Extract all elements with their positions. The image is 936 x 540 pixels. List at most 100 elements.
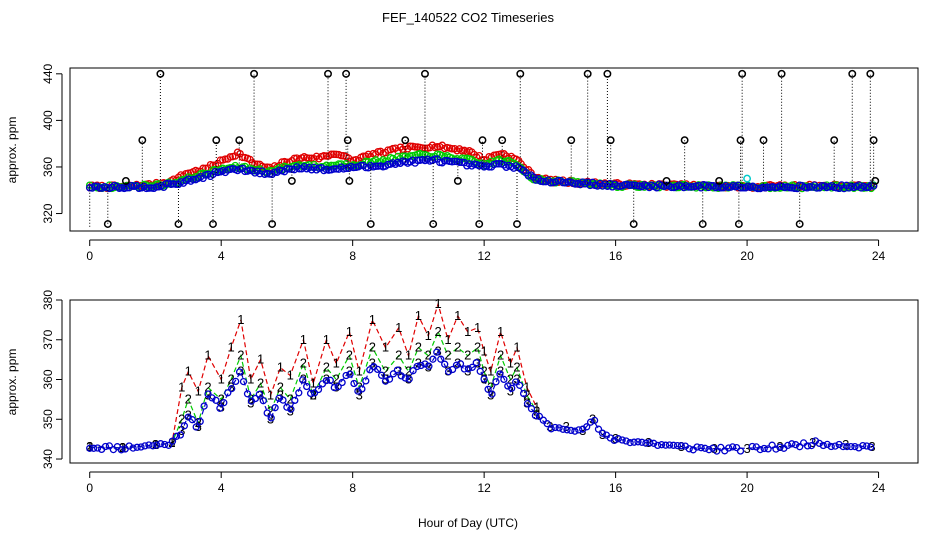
bottom-point-series-3 bbox=[149, 442, 157, 450]
bottom-marker-1: 1 bbox=[523, 380, 530, 395]
bottom-marker-2: 2 bbox=[277, 380, 284, 395]
bottom-marker-1: 1 bbox=[497, 324, 504, 339]
bottom-point-series-3 bbox=[141, 442, 149, 450]
bottom-x-tick-label: 0 bbox=[86, 481, 93, 495]
bottom-point-series-3 bbox=[291, 396, 299, 405]
bottom-point-series-3 bbox=[90, 444, 98, 452]
bottom-marker-3: 3 bbox=[185, 407, 192, 422]
top-calibration-point bbox=[498, 136, 507, 145]
top-point-series-3 bbox=[189, 175, 198, 184]
bottom-x-tick-label: 16 bbox=[609, 481, 623, 495]
bottom-x-tick-label: 12 bbox=[477, 481, 491, 495]
bottom-marker-2: 2 bbox=[497, 348, 504, 363]
bottom-point-series-3 bbox=[492, 378, 500, 386]
bottom-point-series-3 bbox=[389, 370, 398, 378]
bottom-marker-2: 2 bbox=[480, 364, 487, 379]
x-axis-label: Hour of Day (UTC) bbox=[418, 516, 518, 530]
top-calibration-point bbox=[429, 220, 438, 228]
bottom-marker-2: 2 bbox=[168, 435, 175, 450]
bottom-point-series-3 bbox=[157, 440, 165, 448]
top-x-tick-label: 4 bbox=[218, 249, 225, 263]
bottom-point-series-3 bbox=[851, 442, 859, 451]
bottom-point-series-3 bbox=[232, 377, 240, 386]
bottom-point-series-3 bbox=[393, 366, 402, 374]
bottom-y-tick-label: 380 bbox=[41, 290, 55, 310]
bottom-point-series-3 bbox=[125, 442, 133, 450]
bottom-marker-2: 2 bbox=[218, 391, 225, 406]
bottom-marker-3: 3 bbox=[178, 423, 185, 438]
top-point-series-1 bbox=[330, 150, 338, 159]
top-calibration-point bbox=[606, 136, 615, 145]
bottom-point-series-3 bbox=[192, 423, 200, 431]
bottom-marker-3: 3 bbox=[247, 395, 254, 410]
bottom-marker-2: 2 bbox=[507, 372, 514, 387]
bottom-point-series-3 bbox=[823, 440, 831, 449]
bottom-marker-1: 1 bbox=[247, 372, 254, 387]
bottom-marker-3: 3 bbox=[382, 372, 389, 387]
bottom-point-series-3 bbox=[622, 437, 630, 445]
bottom-marker-2: 2 bbox=[204, 380, 211, 395]
bottom-x-tick-label: 4 bbox=[218, 481, 225, 495]
top-point-series-1 bbox=[433, 143, 442, 151]
bottom-marker-2: 2 bbox=[474, 340, 481, 355]
bottom-point-series-3 bbox=[646, 439, 654, 447]
bottom-marker-2: 2 bbox=[464, 348, 471, 363]
bottom-point-series-3 bbox=[460, 365, 469, 373]
figure-title: FEF_140522 CO2 Timeseries bbox=[382, 10, 554, 25]
bottom-point-series-3 bbox=[456, 360, 465, 368]
bottom-point-series-3 bbox=[772, 445, 780, 453]
bottom-marker-3: 3 bbox=[237, 364, 244, 379]
bottom-point-series-3 bbox=[322, 376, 331, 385]
top-point-series-1 bbox=[406, 142, 414, 151]
top-x-tick-label: 24 bbox=[872, 249, 886, 263]
bottom-point-series-3 bbox=[433, 348, 441, 356]
bottom-marker-1: 1 bbox=[310, 376, 317, 391]
bottom-point-series-3 bbox=[748, 442, 756, 451]
top-calibration-point bbox=[343, 136, 352, 145]
top-point-series-3 bbox=[145, 184, 153, 192]
top-point-series-3 bbox=[818, 182, 826, 190]
top-calibration-point bbox=[795, 220, 804, 228]
bottom-point-series-3 bbox=[519, 389, 528, 398]
top-calibration-point bbox=[287, 176, 296, 185]
bottom-point-series-3 bbox=[472, 359, 480, 367]
bottom-point-series-3 bbox=[153, 441, 161, 449]
bottom-point-series-3 bbox=[429, 355, 437, 363]
bottom-point-series-3 bbox=[705, 446, 713, 454]
bottom-marker-1: 1 bbox=[86, 439, 93, 454]
bottom-point-series-3 bbox=[756, 445, 764, 454]
top-point-series-3 bbox=[169, 180, 178, 188]
bottom-point-series-3 bbox=[385, 375, 394, 383]
bottom-marker-3: 3 bbox=[300, 372, 307, 387]
bottom-marker-3: 3 bbox=[868, 439, 875, 454]
top-panel: approx. ppm 0 4 8 12 16 20 24 320 360 400 440 bbox=[5, 63, 919, 263]
bottom-marker-1: 1 bbox=[267, 387, 274, 402]
bottom-point-series-3 bbox=[669, 441, 678, 449]
bottom-marker-3: 3 bbox=[168, 435, 175, 450]
top-calibration-point bbox=[680, 136, 689, 145]
bottom-point-series-3 bbox=[693, 443, 701, 451]
bottom-marker-3: 3 bbox=[444, 364, 451, 379]
bottom-marker-1: 1 bbox=[444, 332, 451, 347]
bottom-marker-2: 2 bbox=[86, 439, 93, 454]
bottom-point-series-3 bbox=[500, 375, 508, 384]
top-point-series-3 bbox=[667, 183, 676, 192]
bottom-point-series-3 bbox=[405, 375, 413, 383]
bottom-point-series-3 bbox=[437, 355, 445, 363]
top-x-tick-label: 16 bbox=[609, 249, 623, 263]
bottom-point-series-3 bbox=[342, 371, 350, 380]
top-point-series-3 bbox=[431, 155, 439, 163]
top-calibration-point bbox=[453, 176, 462, 185]
bottom-marker-2: 2 bbox=[247, 391, 254, 406]
top-calibration-point bbox=[174, 220, 183, 228]
top-calibration-point bbox=[475, 220, 484, 228]
bottom-point-series-3 bbox=[618, 436, 626, 444]
bottom-point-series-3 bbox=[551, 423, 559, 432]
bottom-point-series-3 bbox=[717, 443, 725, 452]
bottom-marker-3: 3 bbox=[257, 387, 264, 402]
bottom-marker-2: 2 bbox=[185, 391, 192, 406]
top-calibration-point bbox=[830, 136, 839, 145]
bottom-series-line-3 bbox=[89, 350, 873, 450]
top-calibration-point bbox=[121, 176, 130, 185]
